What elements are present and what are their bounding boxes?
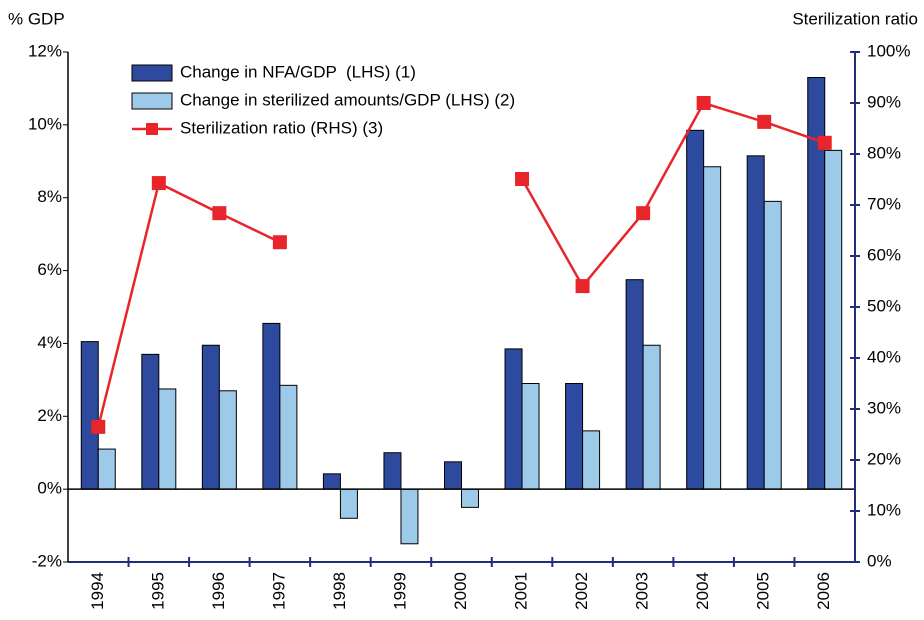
y-tick-label: -2%: [32, 551, 62, 570]
bar: [141, 353, 160, 490]
y2-tick-label: 60%: [867, 245, 901, 264]
line-marker: [757, 114, 772, 129]
line-marker: [575, 279, 590, 294]
bar: [746, 155, 765, 490]
x-tick-label: 2002: [572, 572, 591, 610]
x-tick-label: 2003: [633, 572, 652, 610]
line-marker: [636, 206, 651, 221]
bar: [400, 488, 419, 545]
bar: [279, 384, 298, 490]
bar: [763, 200, 782, 490]
y2-tick-label: 50%: [867, 296, 901, 315]
legend-swatch: [146, 123, 158, 135]
bar: [504, 348, 523, 490]
y2-tick-label: 90%: [867, 92, 901, 111]
legend-swatch: [131, 64, 173, 82]
legend-swatch: [131, 92, 173, 110]
x-tick-label: 1998: [330, 572, 349, 610]
y2-tick-label: 40%: [867, 347, 901, 366]
y-tick-label: 4%: [37, 333, 62, 352]
bar: [461, 488, 479, 508]
line-marker: [272, 235, 287, 250]
bar: [322, 473, 341, 490]
line-marker: [151, 176, 166, 191]
bar: [383, 452, 402, 490]
bar: [80, 341, 99, 490]
bar: [642, 344, 661, 490]
bar: [97, 448, 116, 490]
y2-tick-label: 30%: [867, 398, 901, 417]
y2-tick-label: 10%: [867, 500, 901, 519]
bar: [201, 344, 220, 490]
x-tick-label: 1994: [88, 572, 107, 610]
line-series: [97, 181, 281, 428]
bar: [703, 166, 722, 490]
legend-label: Change in sterilized amounts/GDP (LHS) (…: [180, 90, 515, 109]
bar: [686, 129, 705, 490]
y-tick-label: 6%: [37, 260, 62, 279]
bar: [625, 279, 644, 490]
x-tick-label: 1999: [390, 572, 409, 610]
bar: [158, 388, 177, 490]
bar: [339, 488, 358, 519]
line-marker: [696, 96, 711, 110]
bar: [218, 390, 237, 490]
y2-tick-label: 80%: [867, 143, 901, 162]
x-tick-label: 2005: [754, 572, 773, 610]
bar: [262, 322, 281, 490]
line-marker: [515, 171, 530, 186]
y2-tick-label: 70%: [867, 194, 901, 213]
legend-label: Change in NFA/GDP (LHS) (1): [180, 62, 416, 81]
bar: [444, 461, 462, 490]
line-series: [520, 101, 826, 289]
line-marker: [212, 206, 227, 221]
legend-label: Sterilization ratio (RHS) (3): [180, 118, 383, 137]
y-axis-title: % GDP: [8, 9, 65, 28]
x-tick-label: 2004: [693, 572, 712, 610]
y2-tick-label: 100%: [867, 41, 910, 60]
x-tick-label: 2001: [512, 572, 531, 610]
x-tick-label: 2006: [814, 572, 833, 610]
bar: [565, 383, 584, 490]
x-tick-label: 2000: [451, 572, 470, 610]
y-tick-label: 0%: [37, 479, 62, 498]
line-marker: [817, 135, 832, 150]
x-tick-label: 1996: [209, 572, 228, 610]
line-marker: [91, 419, 106, 434]
x-tick-label: 1995: [148, 572, 167, 610]
bar: [521, 383, 540, 490]
y2-tick-label: 20%: [867, 449, 901, 468]
y2-tick-label: 0%: [867, 551, 892, 570]
bar: [582, 430, 601, 490]
y-tick-label: 2%: [37, 406, 62, 425]
y-tick-label: 8%: [37, 187, 62, 206]
y2-axis-title: Sterilization ratio: [792, 9, 918, 28]
y-tick-label: 10%: [28, 114, 62, 133]
y-tick-label: 12%: [28, 41, 62, 60]
x-tick-label: 1997: [269, 572, 288, 610]
bar: [824, 149, 843, 490]
